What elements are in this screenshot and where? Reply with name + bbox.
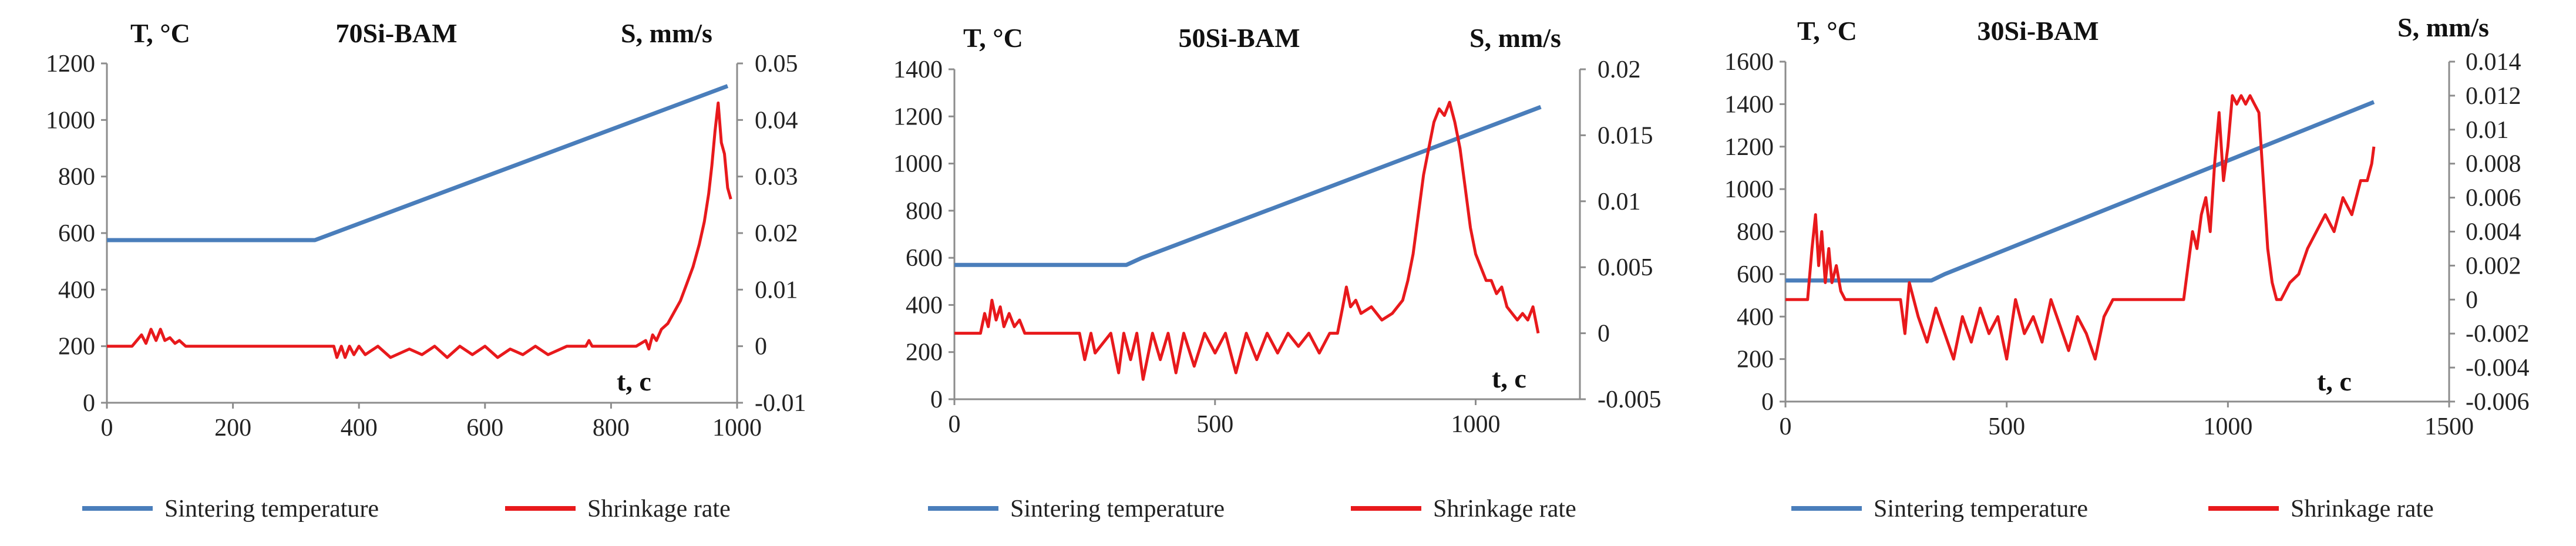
chart-title: 30Si-BAM [1978,16,2099,46]
y-right-tick-label: -0.01 [755,390,806,417]
y-left-tick-label: 200 [906,339,943,366]
y-left-tick-label: 1000 [46,107,95,134]
y-right-tick-label: 0 [2466,287,2478,314]
x-tick-label: 200 [214,414,251,441]
sintering-temperature-line [954,105,1542,267]
y-right-tick-label: 0.05 [755,50,798,77]
y-right-tick-label: 0 [1598,321,1610,348]
chart-panel-30si-bam: 0 200 400 600 800 1000 1200 1400 1600 -0.006 -0.00… [1724,12,2530,523]
y-right-tick-label: 0.02 [755,220,798,247]
shrinkage-rate-line [1785,94,2376,361]
y-left-tick-label: 800 [1737,219,1774,246]
y-left-tick-label: 1400 [893,56,943,83]
y-right-axis-label: S, mm/s [1469,23,1561,53]
y-right-tick-label: 0.03 [755,164,798,191]
sintering-temperature-line [1785,100,2375,283]
y-right-tick-label: -0.004 [2466,355,2530,382]
chart-panel-50si-bam: 0 200 400 600 800 1000 1200 1400 -0.005 0 0.005 0.0… [893,23,1662,523]
y-left-tick-label: 1000 [893,151,943,178]
y-left-tick-label: 1400 [1724,91,1774,118]
x-axis-label: t, c [2317,366,2352,396]
y-right-tick-label: 0.02 [1598,56,1641,83]
y-right-tick-label: 0.008 [2466,151,2521,178]
y-right-tick-label: 0.015 [1598,122,1653,149]
y-left-tick-label: 0 [1761,389,1774,416]
x-tick-label: 800 [593,414,630,441]
y-right-tick-label: -0.005 [1598,386,1662,413]
y-left-tick-label: 600 [1737,261,1774,288]
legend-label-shrinkage: Shrinkage rate [1433,496,1576,523]
y-right-tick-label: 0 [755,333,767,360]
x-tick-label: 400 [341,414,378,441]
y-right-tick-label: 0.01 [2466,117,2509,144]
x-tick-label: 1000 [2203,413,2252,440]
x-tick-label: 0 [1780,413,1792,440]
y-left-tick-label: 0 [930,386,943,413]
y-right-tick-label: 0.04 [755,107,798,134]
y-left-tick-label: 800 [58,164,95,191]
y-left-tick-label: 1200 [893,103,943,130]
x-tick-label: 1500 [2424,413,2474,440]
y-right-tick-label: 0.005 [1598,254,1653,281]
y-left-tick-label: 600 [906,245,943,272]
y-left-tick-label: 0 [83,390,95,417]
y-left-axis-label: T, °C [130,18,190,48]
x-tick-label: 500 [1988,413,2025,440]
y-left-tick-label: 1000 [1724,176,1774,203]
y-left-tick-label: 400 [1737,304,1774,331]
x-tick-label: 600 [466,414,503,441]
x-tick-label: 500 [1196,411,1233,438]
y-right-tick-label: 0.01 [1598,188,1641,215]
y-left-tick-label: 600 [58,220,95,247]
x-axis-label: t, c [617,366,651,396]
legend-label-temperature: Sintering temperature [164,496,379,523]
y-right-tick-label: 0.012 [2466,83,2521,110]
sintering-temperature-line [107,84,729,242]
y-left-tick-label: 1600 [1724,49,1774,76]
x-tick-label: 0 [949,411,961,438]
y-left-tick-label: 200 [1737,346,1774,373]
y-right-axis-label: S, mm/s [2397,12,2489,42]
y-right-tick-label: -0.006 [2466,389,2530,416]
chart-panel-70si-bam: 0 200 400 600 800 1000 1200 -0.01 0 0.01 0.02 0.03 0… [46,18,806,523]
x-tick-label: 0 [101,414,113,441]
x-axis-label: t, c [1492,363,1526,393]
chart-title: 50Si-BAM [1179,23,1300,53]
chart-title: 70Si-BAM [336,18,458,48]
y-left-tick-label: 200 [58,333,95,360]
x-tick-label: 1000 [712,414,762,441]
y-left-tick-label: 1200 [46,50,95,77]
y-right-tick-label: 0.01 [755,277,798,304]
y-left-tick-label: 400 [906,292,943,319]
y-right-tick-label: 0.002 [2466,252,2521,279]
y-right-tick-label: 0.006 [2466,185,2521,212]
y-left-tick-label: 1200 [1724,134,1774,161]
y-left-tick-label: 800 [906,198,943,225]
shrinkage-rate-line [954,100,1540,381]
y-right-tick-label: 0.014 [2466,49,2521,76]
legend-label-shrinkage: Shrinkage rate [587,496,731,523]
legend-label-shrinkage: Shrinkage rate [2291,496,2434,523]
y-right-tick-label: -0.002 [2466,321,2530,348]
y-left-tick-label: 400 [58,277,95,304]
y-right-tick-label: 0.004 [2466,219,2521,246]
legend-label-temperature: Sintering temperature [1010,496,1225,523]
legend-label-temperature: Sintering temperature [1874,496,2088,523]
x-tick-label: 1000 [1451,411,1501,438]
shrinkage-rate-line [107,101,732,359]
y-right-axis-label: S, mm/s [621,18,712,48]
y-left-axis-label: T, °C [963,23,1023,53]
y-left-axis-label: T, °C [1797,16,1857,46]
